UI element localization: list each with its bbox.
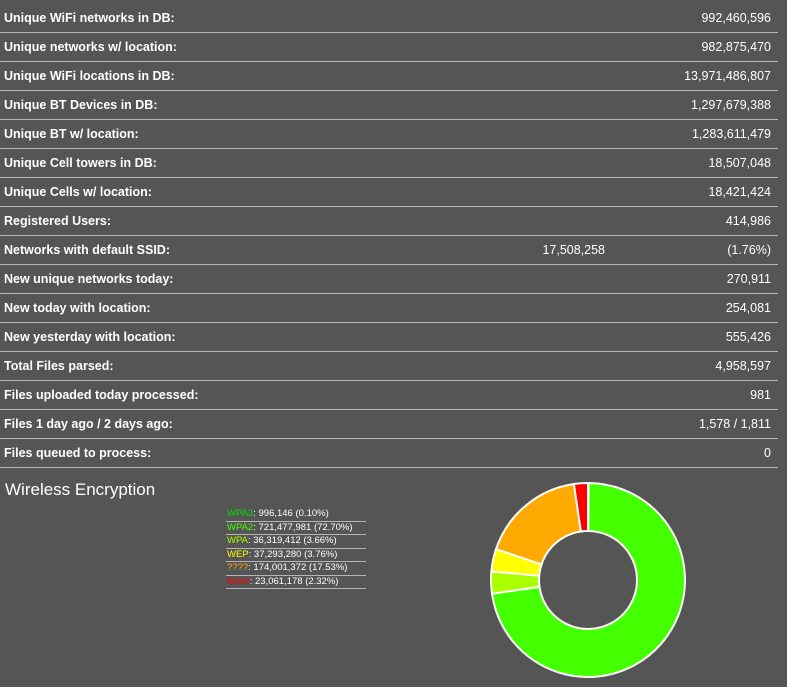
stat-value: 981: [351, 380, 778, 410]
legend-entry-name: ????: [227, 562, 249, 573]
stat-value: 1,297,679,388: [351, 90, 778, 120]
stat-value: 992,460,596: [351, 4, 778, 33]
stat-value: 18,421,424: [351, 177, 778, 207]
legend-entry: WEP: 37,293,280 (3.76%): [226, 548, 366, 562]
stat-value: 414,986: [351, 206, 778, 236]
stats-table: Unique WiFi networks in DB: 992,460,596 Un…: [0, 4, 778, 468]
stats-row: Unique Cell towers in DB: 18,507,048: [0, 148, 778, 178]
stat-label: Files queued to process:: [0, 438, 351, 468]
donut-slice-5: [572, 481, 589, 533]
legend-entry-percent: (3.76%): [304, 548, 338, 560]
legend-entry-value: 174,001,372: [253, 562, 307, 573]
legend-entry-name: WEP: [227, 548, 249, 560]
legend-entry-percent: (3.66%): [303, 535, 337, 546]
stats-row: Unique WiFi locations in DB: 13,971,486,8…: [0, 61, 778, 91]
legend-entry-percent: (17.53%): [308, 562, 348, 573]
section-title: Wireless Encryption: [5, 480, 156, 499]
stat-value: 555,426: [351, 322, 778, 352]
stats-row: Unique BT Devices in DB: 1,297,679,388: [0, 90, 778, 120]
legend-entry-name: WPA3: [227, 508, 254, 519]
stat-value: 18,507,048: [351, 148, 778, 178]
legend-entry: ????: 174,001,372 (17.53%): [226, 562, 366, 576]
donut-slice-1: [490, 481, 686, 678]
stats-row: Registered Users: 414,986: [0, 206, 778, 236]
legend-entry: WPA3: 996,146 (0.10%): [226, 508, 366, 522]
stat-value: 17,508,258: [351, 235, 605, 265]
stat-label: Unique WiFi locations in DB:: [0, 61, 351, 91]
stats-row: Networks with default SSID: 17,508,258 (1.…: [0, 235, 778, 265]
stat-label: Networks with default SSID:: [0, 235, 351, 265]
stat-value: 270,911: [351, 264, 778, 294]
stat-label: Total Files parsed:: [0, 351, 351, 381]
stat-percent: (1.76%): [605, 235, 778, 265]
stat-label: Unique Cells w/ location:: [0, 177, 351, 207]
stat-label: New yesterday with location:: [0, 322, 351, 352]
stat-label: Unique networks w/ location:: [0, 32, 351, 62]
legend-entry-name: WPA: [227, 535, 248, 546]
donut-slice-4: [494, 482, 583, 566]
legend-entry-name: None: [227, 575, 250, 587]
legend-entry-percent: (0.10%): [295, 508, 329, 519]
stat-label: New unique networks today:: [0, 264, 351, 294]
stats-row: New yesterday with location: 555,426: [0, 322, 778, 352]
stat-value: 982,875,470: [351, 32, 778, 62]
legend-entry-value: 996,146: [258, 508, 293, 519]
stat-value: 1,578 / 1,811: [351, 409, 778, 439]
stats-row: Unique Cells w/ location: 18,421,424: [0, 177, 778, 207]
legend-entry-name: WPA2: [227, 521, 254, 533]
stats-row: Files 1 day ago / 2 days ago: 1,578 / 1,8…: [0, 409, 778, 439]
encryption-donut-chart: [490, 481, 686, 678]
legend-entry: None: 23,061,178 (2.32%): [226, 575, 366, 589]
stats-row: New unique networks today: 270,911: [0, 264, 778, 294]
legend-entry-percent: (72.70%): [313, 521, 353, 533]
stat-label: Files 1 day ago / 2 days ago:: [0, 409, 351, 439]
legend-entry-value: 37,293,280: [253, 548, 302, 560]
chart-legend: WPA3: 996,146 (0.10%) WPA2: 721,477,981 (…: [226, 508, 366, 589]
legend-entry: WPA: 36,319,412 (3.66%): [226, 535, 366, 549]
stats-row: Files queued to process: 0: [0, 438, 778, 468]
stat-value: 0: [351, 438, 778, 468]
stat-value: 4,958,597: [351, 351, 778, 381]
legend-entry-value: 23,061,178: [255, 575, 303, 587]
stat-label: Registered Users:: [0, 206, 351, 236]
stats-row: Total Files parsed: 4,958,597: [0, 351, 778, 381]
stat-label: Files uploaded today processed:: [0, 380, 351, 410]
stat-value: 1,283,611,479: [351, 119, 778, 149]
legend-entry: WPA2: 721,477,981 (72.70%): [226, 521, 366, 535]
stats-row: New today with location: 254,081: [0, 293, 778, 323]
stat-value: 13,971,486,807: [351, 61, 778, 91]
stat-value: 254,081: [351, 293, 778, 323]
stat-label: Unique BT w/ location:: [0, 119, 351, 149]
legend-entry-value: 36,319,412: [253, 535, 301, 546]
stat-label: New today with location:: [0, 293, 351, 323]
stats-row: Unique BT w/ location: 1,283,611,479: [0, 119, 778, 149]
legend-entry-value: 721,477,981: [258, 521, 312, 533]
stats-row: Unique WiFi networks in DB: 992,460,596: [0, 4, 778, 33]
stat-label: Unique BT Devices in DB:: [0, 90, 351, 120]
stats-row: Files uploaded today processed: 981: [0, 380, 778, 410]
stats-body: Unique WiFi networks in DB: 992,460,596 Un…: [0, 4, 778, 468]
stat-label: Unique Cell towers in DB:: [0, 148, 351, 178]
stat-label: Unique WiFi networks in DB:: [0, 4, 351, 33]
stats-row: Unique networks w/ location: 982,875,470: [0, 32, 778, 62]
legend-entry-percent: (2.32%): [305, 575, 339, 587]
